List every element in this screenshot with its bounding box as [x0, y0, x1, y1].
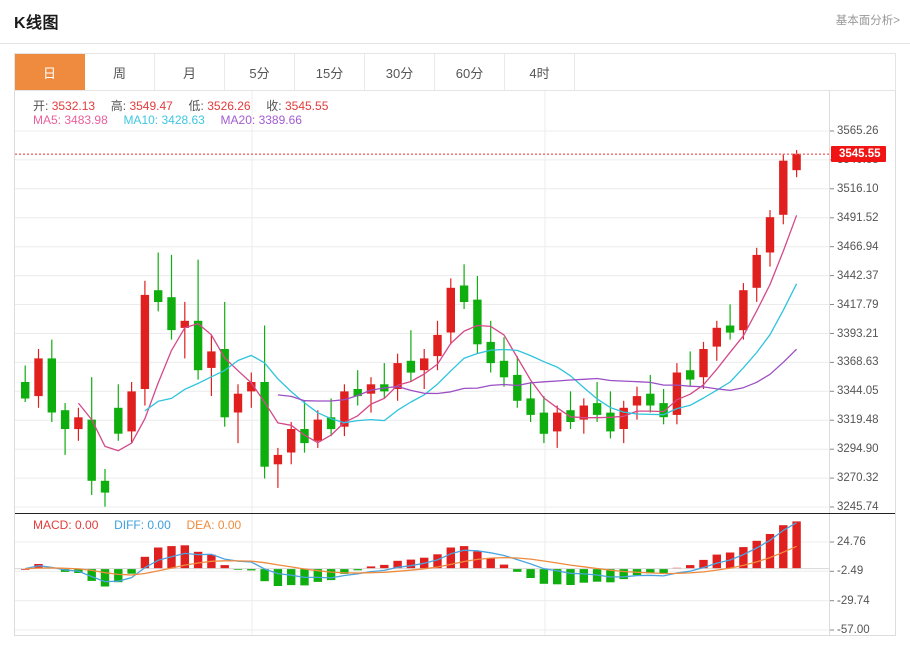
tab-label: 日 — [42, 65, 56, 81]
fundamental-analysis-link[interactable]: 基本面分析> — [835, 15, 900, 27]
tab-label: 15分 — [315, 65, 344, 81]
tab-7[interactable]: 4时 — [505, 54, 575, 90]
tab-label: 周 — [112, 65, 126, 81]
tab-label: 30分 — [385, 65, 414, 81]
tab-label: 5分 — [249, 65, 270, 81]
chart-frame: 开: 3532.13 高: 3549.47 低: 3526.26 收: 3545… — [14, 91, 896, 636]
candlestick-plot — [15, 91, 834, 513]
tab-label: 4时 — [529, 65, 550, 81]
tab-1[interactable]: 周 — [85, 54, 155, 90]
page-header: K线图 基本面分析> — [0, 0, 910, 44]
tab-label: 月 — [182, 65, 196, 81]
price-pane[interactable]: 开: 3532.13 高: 3549.47 低: 3526.26 收: 3545… — [15, 91, 895, 514]
tab-0[interactable]: 日 — [15, 54, 85, 90]
tab-bar-filler — [575, 54, 895, 90]
macd-plot — [15, 514, 834, 635]
tab-4[interactable]: 15分 — [295, 54, 365, 90]
period-tab-bar: 日 周 月 5分 15分 30分 60分 4时 — [14, 53, 896, 91]
tab-5[interactable]: 30分 — [365, 54, 435, 90]
page-title: K线图 — [14, 15, 60, 32]
macd-pane[interactable]: MACD: 0.00 DIFF: 0.00 DEA: 0.00 24.76 -2.… — [15, 514, 895, 635]
tab-3[interactable]: 5分 — [225, 54, 295, 90]
tab-6[interactable]: 60分 — [435, 54, 505, 90]
tab-label: 60分 — [455, 65, 484, 81]
tab-2[interactable]: 月 — [155, 54, 225, 90]
